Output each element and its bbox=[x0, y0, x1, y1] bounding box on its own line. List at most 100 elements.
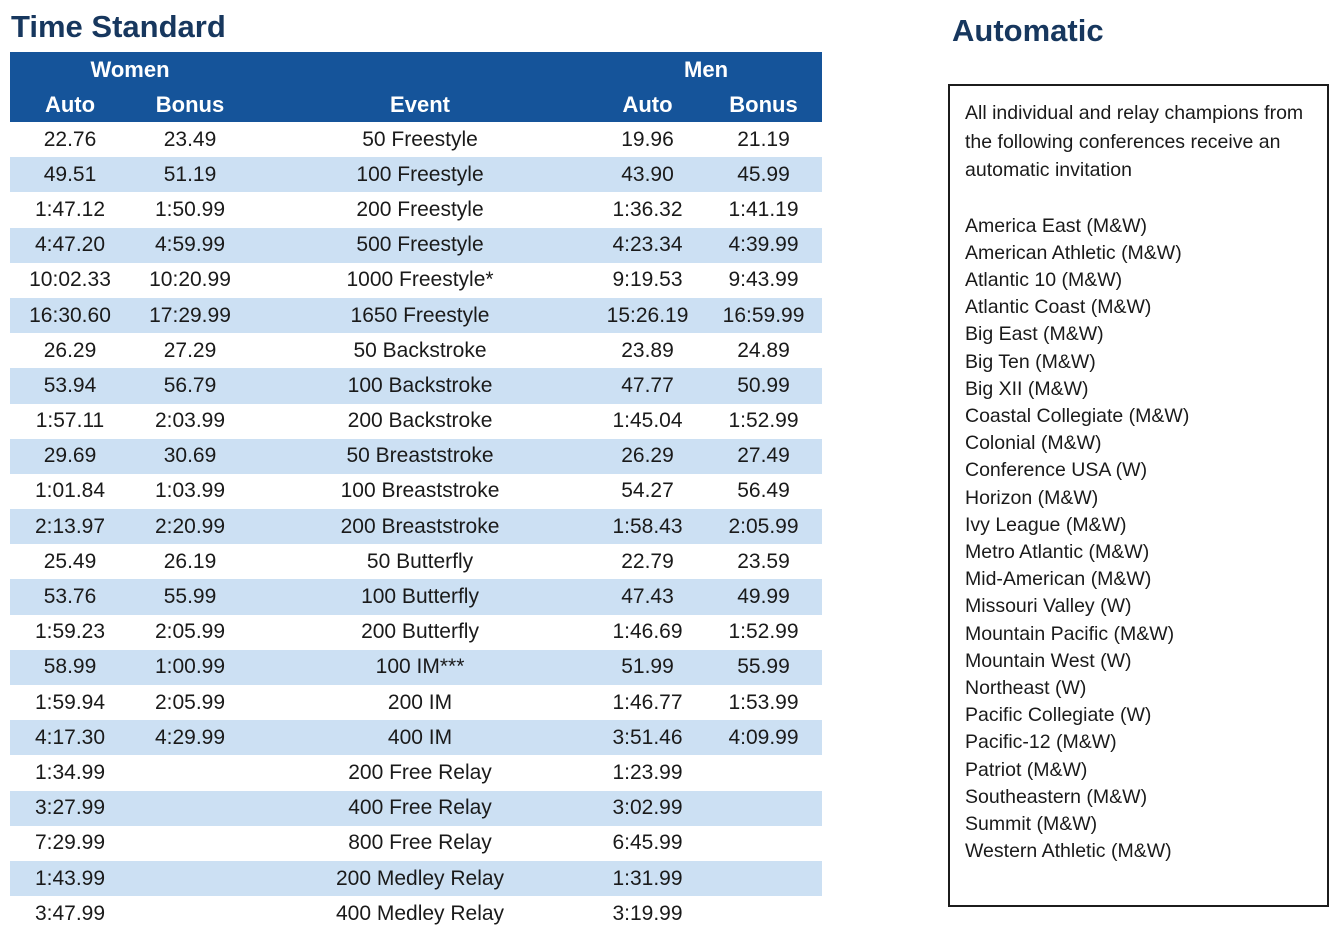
table-row: 26.29 27.29 50 Backstroke 23.89 24.89 bbox=[10, 333, 822, 368]
table-cell: 23.89 bbox=[621, 338, 674, 362]
table-cell: 1000 Freestyle* bbox=[346, 268, 494, 292]
table-cell: 56.49 bbox=[737, 479, 790, 503]
table-row: 29.69 30.69 50 Breaststroke 26.29 27.49 bbox=[10, 438, 823, 474]
table-cell: 50 Freestyle bbox=[362, 127, 478, 151]
table-row: 16:30.60 17:29.99 1650 Freestyle 15:26.19 16… bbox=[10, 297, 823, 334]
table-row: 4:47.20 4:59.99 500 Freestyle 4:23.34 4:39.9… bbox=[10, 227, 823, 263]
conference-item: Patriot (M&W) bbox=[965, 758, 1088, 781]
table-cell: 9:19.53 bbox=[612, 268, 683, 292]
table-row: 1:47.12 1:50.99 200 Freestyle 1:36.32 1:41.1… bbox=[10, 192, 822, 227]
table-cell: 27.29 bbox=[163, 338, 217, 362]
conference-item: Pacific-12 (M&W) bbox=[965, 731, 1117, 754]
table-row: 2:13.97 2:20.99 200 Breaststroke 1:58.43 2:0… bbox=[10, 509, 823, 545]
table-cell: 9:43.99 bbox=[728, 268, 799, 292]
table-cell: 1:57.11 bbox=[35, 409, 105, 433]
table-cell: 200 Butterfly bbox=[361, 620, 479, 644]
table-cell bbox=[705, 826, 822, 861]
conference-item: Northeast (W) bbox=[965, 676, 1087, 699]
table-cell: 3:19.99 bbox=[612, 901, 683, 925]
table-cell: 1:34.99 bbox=[34, 760, 106, 784]
event-column-header: Event bbox=[250, 87, 591, 122]
table-cell: 1:47.12 bbox=[34, 197, 106, 221]
table-row: 4:17.30 4:29.99 400 IM 3:51.46 4:09.99 bbox=[10, 720, 823, 756]
table-cell: 54.27 bbox=[621, 479, 674, 503]
table-cell: 2:20.99 bbox=[130, 509, 251, 545]
table-row: 58.99 1:00.99 100 IM*** 51.99 55.99 bbox=[10, 649, 823, 685]
table-cell: 58.99 bbox=[10, 649, 130, 685]
table-cell: 1:59.94 bbox=[34, 690, 106, 714]
table-row: 49.51 51.19 100 Freestyle 43.90 45.99 bbox=[10, 157, 823, 193]
table-cell bbox=[705, 860, 823, 897]
table-cell bbox=[130, 826, 250, 861]
table-cell: 51.19 bbox=[130, 157, 251, 193]
table-cell: 2:03.99 bbox=[154, 409, 226, 433]
automatic-invitation-box: All individual and relay champions from … bbox=[948, 84, 1329, 907]
men-group-header: Men bbox=[590, 52, 823, 87]
conference-item: Colonial (M&W) bbox=[965, 432, 1102, 455]
table-cell bbox=[130, 860, 251, 897]
table-cell bbox=[130, 790, 251, 826]
table-cell: 1:00.99 bbox=[130, 649, 251, 685]
table-cell: 19.96 bbox=[621, 127, 674, 151]
conference-item: Missouri Valley (W) bbox=[965, 595, 1132, 618]
table-cell: 1:53.99 bbox=[728, 690, 799, 714]
table-cell: 2:13.97 bbox=[10, 509, 130, 545]
conference-item: Atlantic 10 (M&W) bbox=[965, 268, 1123, 291]
table-cell bbox=[130, 896, 250, 931]
table-cell: 500 Freestyle bbox=[250, 227, 591, 263]
table-cell: 1:52.99 bbox=[728, 409, 799, 433]
table-cell: 200 Medley Relay bbox=[250, 860, 591, 897]
table-cell: 27.49 bbox=[705, 438, 823, 474]
table-cell: 21.19 bbox=[737, 127, 790, 151]
table-cell: 50 Backstroke bbox=[353, 338, 487, 362]
table-cell: 55.99 bbox=[705, 649, 823, 685]
men-auto-column-header: Auto bbox=[590, 87, 706, 122]
table-cell: 2:05.99 bbox=[154, 620, 226, 644]
table-cell: 100 IM*** bbox=[250, 649, 591, 685]
conference-item: Summit (M&W) bbox=[965, 812, 1098, 835]
table-cell: 200 IM bbox=[387, 690, 453, 714]
women-group-header: Women bbox=[10, 52, 251, 87]
table-cell: 1:52.99 bbox=[728, 620, 799, 644]
conference-item: Conference USA (W) bbox=[965, 459, 1148, 482]
table-cell: 26.29 bbox=[43, 338, 97, 362]
table-cell: 1:36.32 bbox=[612, 197, 683, 221]
table-cell: 100 Breaststroke bbox=[340, 479, 500, 503]
women-auto-column-header: Auto bbox=[10, 87, 130, 122]
table-cell: 45.99 bbox=[705, 157, 823, 193]
conference-item: Big East (M&W) bbox=[965, 323, 1104, 346]
table-cell bbox=[705, 790, 823, 826]
table-cell: 2:05.99 bbox=[705, 509, 823, 545]
table-cell: 1:23.99 bbox=[612, 760, 683, 784]
table-cell: 4:59.99 bbox=[130, 227, 251, 263]
table-cell: 3:27.99 bbox=[10, 790, 130, 826]
conference-item: Pacific Collegiate (W) bbox=[965, 704, 1152, 727]
table-cell: 50 Breaststroke bbox=[250, 438, 591, 474]
table-cell: 400 Free Relay bbox=[250, 790, 591, 826]
table-row: 25.49 26.19 50 Butterfly 22.79 23.59 bbox=[10, 544, 822, 579]
table-cell: 1650 Freestyle bbox=[250, 297, 591, 334]
table-cell: 56.79 bbox=[130, 368, 251, 404]
men-bonus-column-header: Bonus bbox=[705, 87, 823, 122]
table-row: 1:57.11 2:03.99 200 Backstroke 1:45.04 1:52.… bbox=[10, 404, 822, 439]
table-cell: 43.90 bbox=[590, 157, 706, 193]
conference-item: Big XII (M&W) bbox=[965, 377, 1089, 400]
automatic-title: Automatic bbox=[952, 13, 1104, 48]
table-cell: 47.43 bbox=[590, 579, 706, 615]
conference-list: America East (M&W) American Athletic (M&W… bbox=[965, 213, 1317, 866]
table-row: 1:01.84 1:03.99 100 Breaststroke 54.27 56.49 bbox=[10, 474, 822, 509]
table-cell: 24.89 bbox=[737, 338, 790, 362]
event-group-spacer bbox=[250, 52, 591, 87]
table-cell: 53.94 bbox=[10, 368, 130, 404]
table-cell: 100 Backstroke bbox=[250, 368, 591, 404]
conference-item: Coastal Collegiate (M&W) bbox=[965, 404, 1190, 427]
table-cell: 200 Backstroke bbox=[347, 409, 493, 433]
table-cell: 3:02.99 bbox=[590, 790, 706, 826]
conference-item: Big Ten (M&W) bbox=[965, 350, 1096, 373]
table-cell: 1:46.77 bbox=[612, 690, 683, 714]
conference-item: Western Athletic (M&W) bbox=[965, 840, 1172, 863]
table-cell: 16:30.60 bbox=[10, 297, 130, 334]
table-cell: 55.99 bbox=[130, 579, 251, 615]
table-row: 10:02.33 10:20.99 1000 Freestyle* 9:19.53 9:… bbox=[10, 263, 822, 298]
conference-item: Ivy League (M&W) bbox=[965, 513, 1127, 536]
